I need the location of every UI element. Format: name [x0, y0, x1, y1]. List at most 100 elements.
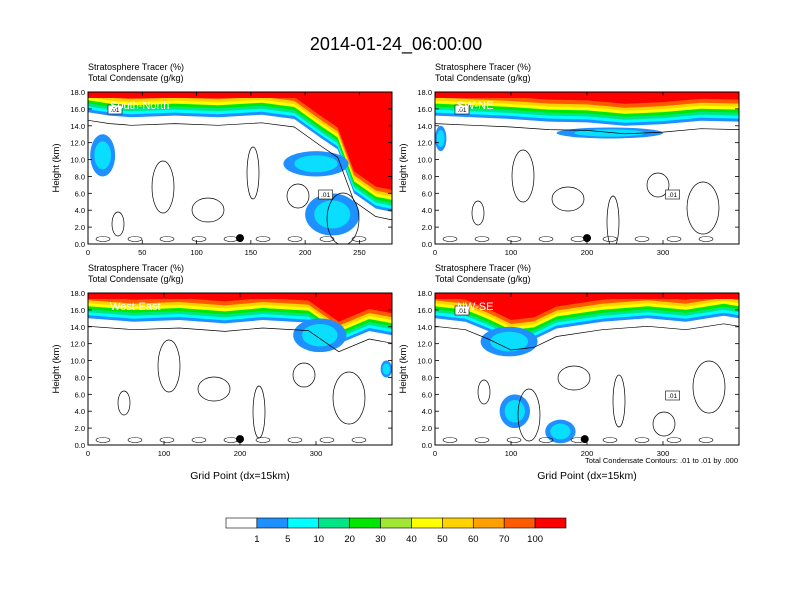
- tracer-blob: [382, 363, 391, 375]
- condensate-contour: [698, 437, 714, 443]
- tracer-band: [435, 293, 739, 320]
- condensate-contour: [319, 236, 335, 242]
- panel-title-line: Total Condensate (g/kg): [88, 274, 184, 284]
- colorbar-label: 70: [499, 534, 510, 545]
- y-tick-label: 2.0: [75, 424, 85, 433]
- figure-title: 2014-01-24_06:00:00: [310, 34, 482, 55]
- section-label: NW-SE: [457, 301, 493, 313]
- condensate-contour: [326, 192, 360, 244]
- y-tick-label: 18.0: [417, 289, 432, 298]
- colorbar-swatch: [380, 517, 412, 529]
- y-tick-label: 10.0: [417, 156, 432, 165]
- contour-label-box: [454, 104, 470, 115]
- y-tick-label: 2.0: [75, 223, 85, 232]
- condensate-contour: [435, 323, 739, 351]
- y-tick-label: 6.0: [75, 189, 85, 198]
- condensate-contour: [435, 123, 739, 135]
- location-marker: [580, 435, 589, 444]
- y-tick-label: 2.0: [422, 424, 432, 433]
- contour-label: .01: [321, 192, 330, 199]
- tracer-band: [88, 92, 392, 190]
- condensate-contour: [286, 183, 310, 209]
- condensate-contour: [646, 172, 670, 198]
- condensate-contour: [474, 236, 490, 242]
- condensate-contour: [95, 437, 111, 443]
- condensate-contour: [151, 160, 175, 214]
- location-marker: [236, 234, 244, 243]
- y-tick-label: 0.0: [422, 240, 432, 249]
- y-tick-label: 8.0: [75, 172, 85, 181]
- condensate-contour: [538, 236, 554, 242]
- contour-label: .01: [668, 192, 677, 199]
- contour-label: .01: [457, 308, 466, 315]
- tracer-blob: [436, 130, 445, 147]
- tracer-blob: [490, 331, 529, 352]
- y-tick-label: 12.0: [70, 139, 85, 148]
- y-tick-label: 4.0: [75, 206, 85, 215]
- colorbar: 1 5 10 20 30 40 50 60 70 100: [225, 517, 567, 545]
- condensate-contour: [474, 437, 490, 443]
- contour-label: .01: [668, 393, 677, 400]
- colorbar-swatch: [442, 517, 474, 529]
- condensate-contour: [287, 236, 303, 242]
- colorbar-label: 100: [527, 534, 543, 545]
- condensate-contour: [319, 437, 335, 443]
- y-tick-label: 8.0: [75, 373, 85, 382]
- y-tick-label: 16.0: [417, 105, 432, 114]
- section-label: South-North: [110, 100, 169, 112]
- y-tick-label: 12.0: [417, 139, 432, 148]
- y-tick-label: 2.0: [422, 223, 432, 232]
- y-tick-label: 14.0: [70, 323, 85, 332]
- panel-title-line: Stratosphere Tracer (%): [435, 62, 531, 72]
- condensate-contour: [95, 236, 111, 242]
- condensate-contour: [602, 236, 618, 242]
- panels: .01 .01 South-North Stratosphere Tracer (%)…: [51, 62, 740, 482]
- y-tick-label: 12.0: [417, 340, 432, 349]
- colorbar-label: 30: [375, 534, 386, 545]
- condensate-contour: [511, 149, 535, 203]
- tracer-band: [88, 293, 392, 322]
- y-tick-label: 0.0: [75, 240, 85, 249]
- x-tick-label: 100: [505, 248, 518, 257]
- x-tick-label: 200: [581, 449, 594, 458]
- condensate-contour: [634, 236, 650, 242]
- colorbar-label: 40: [406, 534, 417, 545]
- condensate-contour: [159, 437, 175, 443]
- condensate-contour: [127, 437, 143, 443]
- condensate-contour: [351, 236, 367, 242]
- x-tick-label: 0: [433, 449, 437, 458]
- location-marker: [236, 435, 244, 444]
- contour-label-box: [318, 189, 333, 200]
- condensate-contour: [538, 437, 554, 443]
- y-tick-label: 6.0: [422, 390, 432, 399]
- plot-area: .01 .01: [435, 293, 739, 445]
- condensate-contour: [111, 211, 125, 237]
- section-label: SW-NE: [457, 100, 493, 112]
- y-tick-label: 18.0: [70, 289, 85, 298]
- x-tick-label: 300: [310, 449, 323, 458]
- colorbar-label: 50: [437, 534, 448, 545]
- location-marker: [583, 234, 591, 243]
- colorbar-swatch: [503, 517, 536, 529]
- y-axis-label: Height (km): [398, 143, 409, 192]
- y-tick-label: 4.0: [422, 407, 432, 416]
- x-tick-label: 100: [190, 248, 203, 257]
- condensate-contour: [506, 437, 522, 443]
- colorbar-label: 20: [344, 534, 355, 545]
- plot-area: [88, 293, 392, 445]
- colorbar-label: 1: [254, 534, 259, 545]
- y-tick-label: 10.0: [70, 156, 85, 165]
- y-tick-label: 18.0: [70, 88, 85, 97]
- condensate-contour: [88, 325, 392, 353]
- x-tick-label: 150: [245, 248, 258, 257]
- condensate-contour: [666, 437, 682, 443]
- y-tick-label: 18.0: [417, 88, 432, 97]
- colorbar-swatch: [225, 517, 258, 529]
- condensate-contour: [191, 197, 225, 223]
- condensate-contour: [197, 376, 231, 402]
- condensate-contour: [652, 411, 676, 437]
- y-tick-label: 16.0: [70, 105, 85, 114]
